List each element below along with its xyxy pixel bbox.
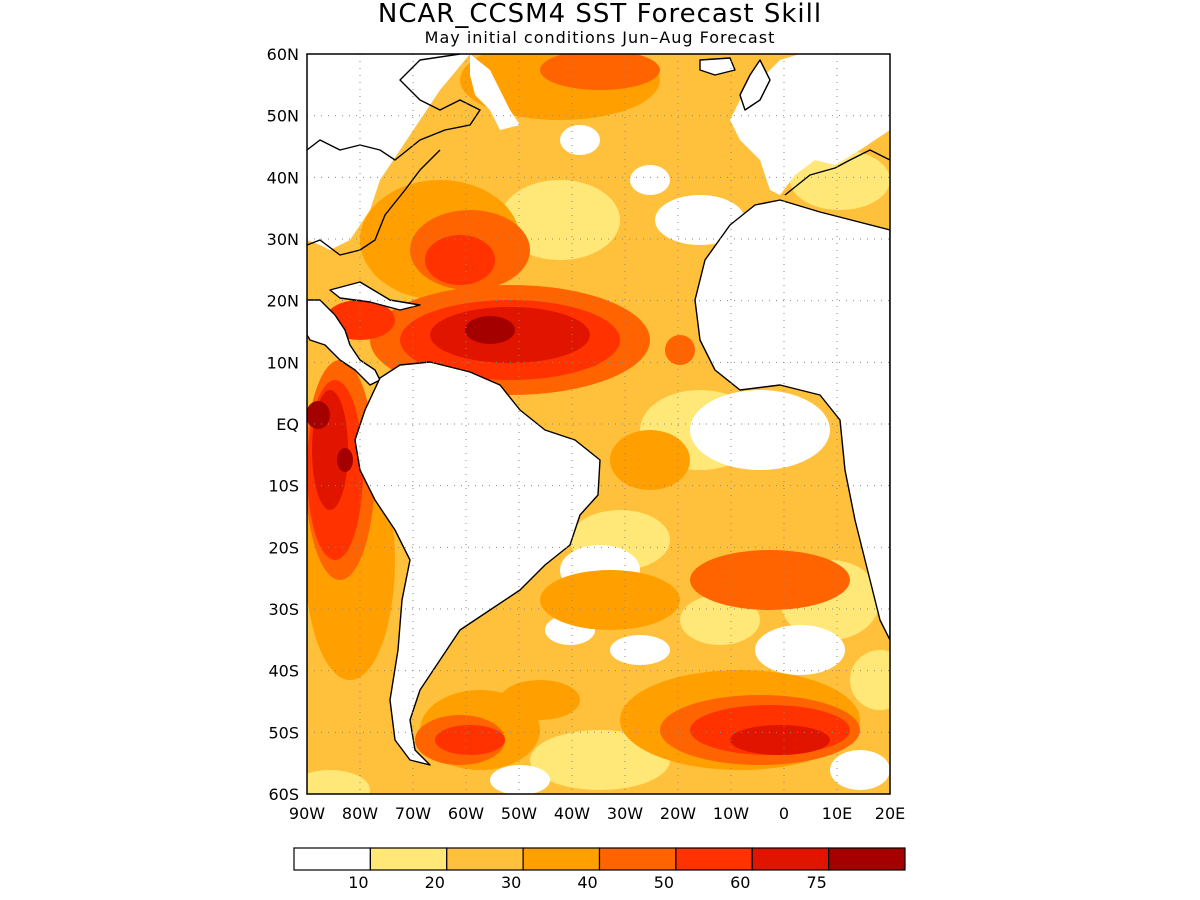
lon-tick-label: 60W xyxy=(448,804,484,823)
colorbar-label: 40 xyxy=(577,873,597,892)
lon-tick-label: 10E xyxy=(822,804,852,823)
lat-tick-label: 40S xyxy=(268,662,299,681)
lon-tick-label: 90W xyxy=(289,804,325,823)
colorbar-label: 50 xyxy=(654,873,674,892)
colorbar-label: 30 xyxy=(501,873,521,892)
colorbar-label: 75 xyxy=(806,873,826,892)
lon-tick-label: 10W xyxy=(713,804,749,823)
skill-field xyxy=(307,54,890,794)
lon-tick-label: 30W xyxy=(607,804,643,823)
colorbar-swatch xyxy=(446,847,524,871)
lat-tick-label: 30S xyxy=(268,600,299,619)
lon-tick-label: 40W xyxy=(554,804,590,823)
land-africa xyxy=(694,199,890,641)
longitude-labels: 90W 80W 70W 60W 50W 40W 30W 20W 10W 0 10E 20E xyxy=(289,804,905,823)
lat-tick-label: 50N xyxy=(267,107,299,126)
colorbar-label: 10 xyxy=(348,873,368,892)
lon-tick-label: 20E xyxy=(875,804,905,823)
colorbar: 10 20 30 40 50 60 75 xyxy=(293,847,906,892)
lat-tick-label: 60N xyxy=(267,45,299,64)
colorbar-label: 60 xyxy=(730,873,750,892)
colorbar-swatch xyxy=(293,847,371,871)
land-north-america xyxy=(307,54,470,250)
lat-tick-label: 20N xyxy=(267,292,299,311)
lat-tick-label: 10N xyxy=(267,353,299,372)
map-subtitle: May initial conditions Jun–Aug Forecast xyxy=(424,28,776,47)
lon-tick-label: 80W xyxy=(342,804,378,823)
lon-tick-label: 0 xyxy=(779,804,789,823)
lon-tick-label: 50W xyxy=(501,804,537,823)
lat-tick-label: 10S xyxy=(268,477,299,496)
colorbar-swatch xyxy=(675,847,753,871)
land-south-america xyxy=(354,361,601,766)
map-frame xyxy=(306,53,891,795)
colorbar-swatch xyxy=(522,847,601,871)
lon-tick-label: 70W xyxy=(395,804,431,823)
colorbar-label: 20 xyxy=(425,873,445,892)
colorbar-swatch xyxy=(369,847,448,871)
map-title: NCAR_CCSM4 SST Forecast Skill xyxy=(377,0,823,29)
lat-tick-label: EQ xyxy=(276,415,299,434)
lat-tick-label: 40N xyxy=(267,168,299,187)
map-grid xyxy=(307,54,890,794)
colorbar-swatch xyxy=(598,847,677,871)
lon-tick-label: 20W xyxy=(660,804,696,823)
lat-tick-label: 20S xyxy=(268,538,299,557)
latitude-labels: 60N 50N 40N 30N 20N 10N EQ 10S 20S 30S 40S 50S 60S xyxy=(267,45,299,804)
colorbar-swatch xyxy=(828,847,906,871)
lat-tick-label: 50S xyxy=(268,723,299,742)
lat-tick-label: 60S xyxy=(268,785,299,804)
colorbar-swatch xyxy=(751,847,830,871)
lat-tick-label: 30N xyxy=(267,230,299,249)
